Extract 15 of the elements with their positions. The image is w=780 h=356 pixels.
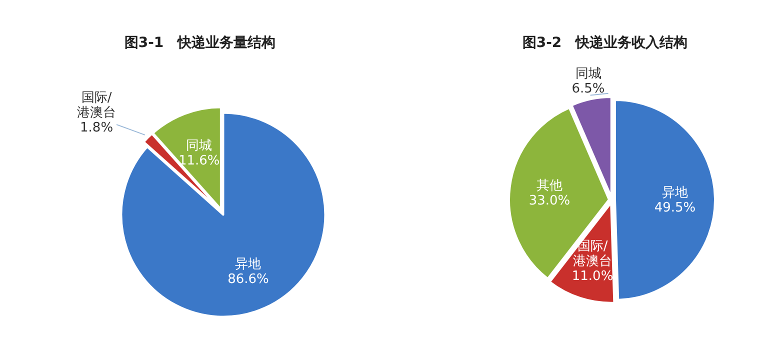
- data-label: 6.5%: [572, 81, 605, 96]
- slice-label: 同城: [575, 66, 602, 82]
- slice-label: 同城: [186, 138, 212, 154]
- data-label: 11.6%: [178, 154, 220, 169]
- slice-label: 异地: [662, 186, 688, 201]
- data-label: 33.0%: [528, 194, 570, 209]
- slice-label: 异地: [235, 257, 262, 272]
- chart-title: 图3-1 快递业务量结构: [124, 34, 276, 51]
- data-label: 11.0%: [572, 268, 614, 284]
- slice-label: 国际/港澳台: [77, 90, 116, 121]
- data-label: 86.6%: [228, 272, 269, 288]
- slice-label: 其他: [536, 178, 562, 194]
- data-label: 49.5%: [654, 200, 696, 216]
- chart-title: 图3-2 快递业务收入结构: [522, 34, 688, 51]
- data-label: 1.8%: [80, 120, 114, 136]
